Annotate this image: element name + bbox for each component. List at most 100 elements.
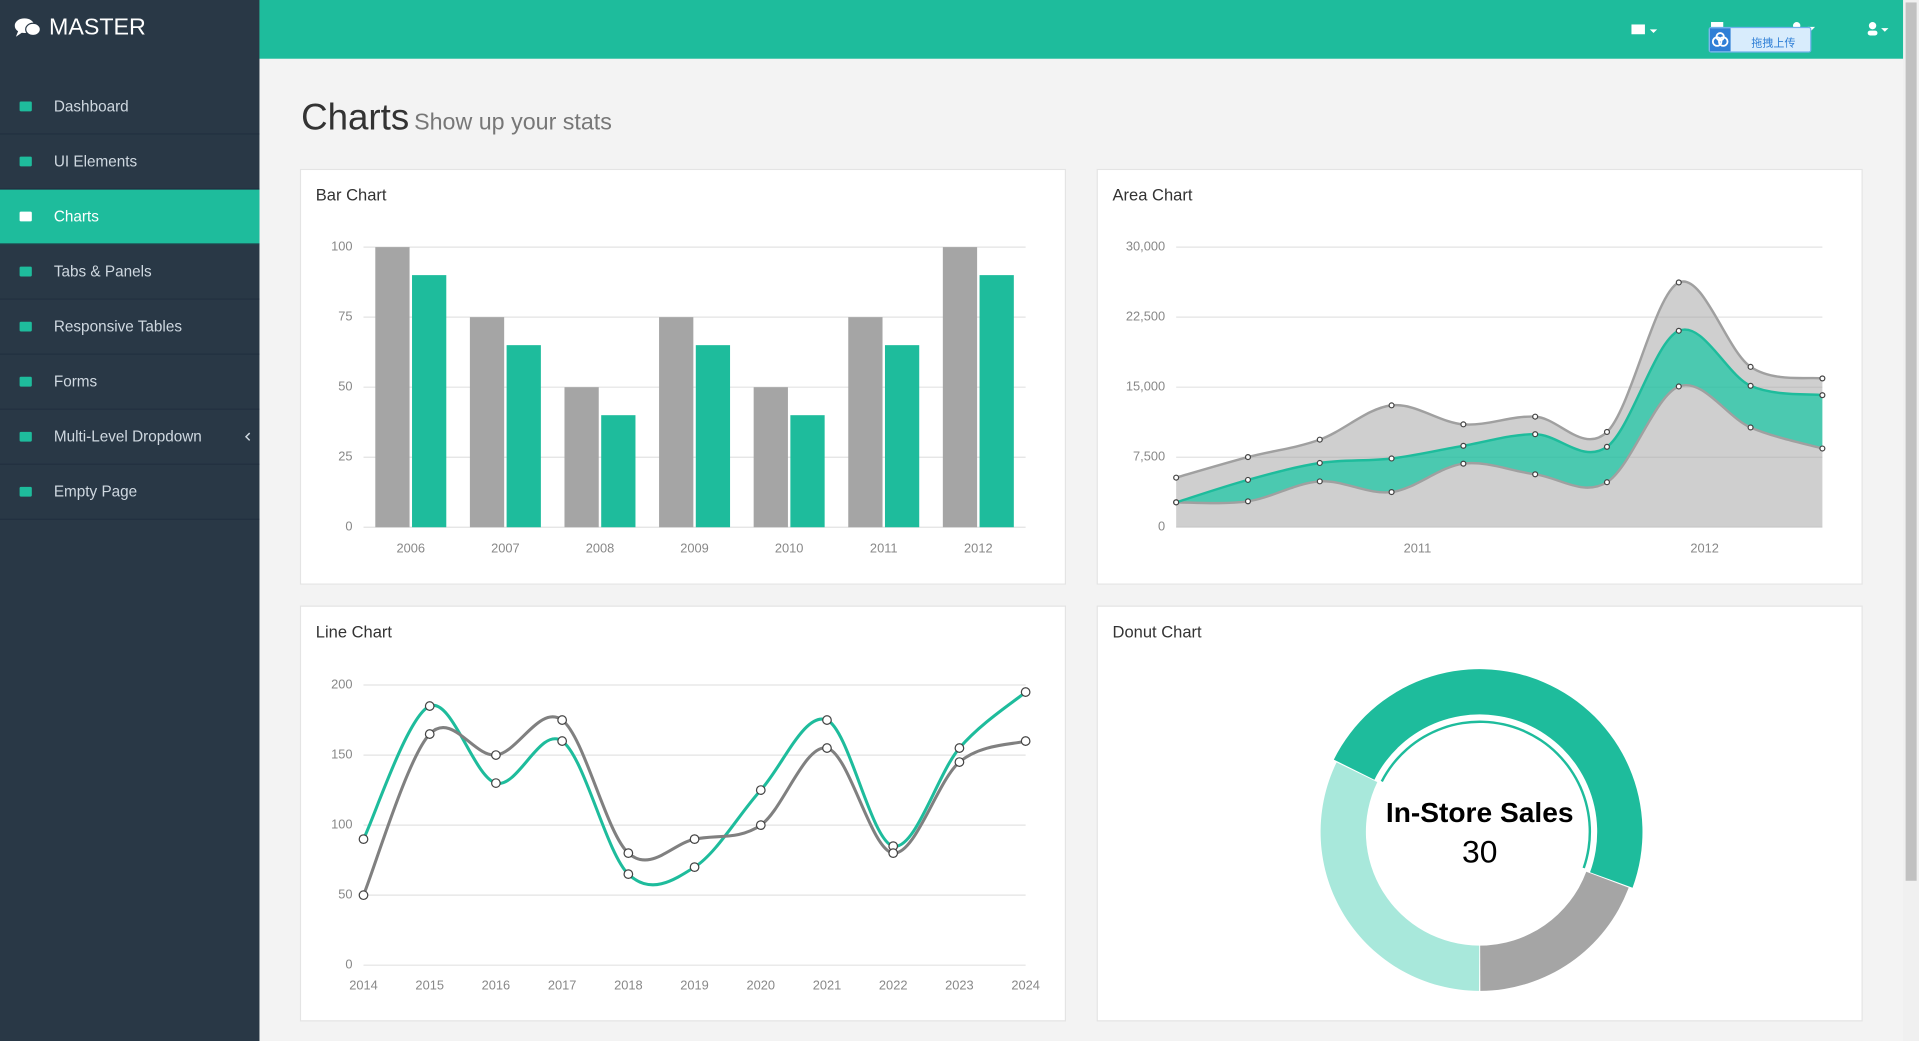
y-tick-label: 75	[338, 309, 352, 324]
menu-item[interactable]: Forms	[0, 355, 260, 410]
user-menu[interactable]	[1867, 22, 1889, 36]
brand[interactable]: MASTER	[14, 14, 146, 42]
data-point	[1244, 454, 1252, 461]
bar	[695, 345, 731, 528]
data-point	[1460, 460, 1467, 467]
y-tick-label: 150	[331, 746, 352, 761]
data-point	[689, 862, 700, 873]
panel-title: Donut Chart	[1112, 622, 1202, 642]
menu-icon	[19, 376, 32, 387]
icon-shape	[19, 431, 32, 442]
data-point	[623, 869, 634, 880]
donut-center-value: 30	[1462, 833, 1497, 869]
donut-segment	[1320, 762, 1480, 991]
donut-center-label: In-Store Sales	[1386, 797, 1574, 828]
bar	[564, 387, 599, 528]
data-point	[1747, 382, 1754, 389]
data-point	[1388, 489, 1395, 496]
scrollbar[interactable]	[1903, 0, 1919, 1041]
menu-item[interactable]: Dashboard	[0, 80, 260, 135]
x-tick-label: 2022	[879, 977, 908, 992]
x-tick-label: 2021	[813, 977, 842, 992]
bar	[979, 275, 1014, 528]
y-tick-label: 0	[345, 519, 352, 534]
data-point	[1747, 363, 1754, 370]
data-point	[1819, 375, 1826, 382]
x-tick-label: 2012	[1690, 541, 1719, 556]
menu-item[interactable]: Multi-Level Dropdown	[0, 410, 260, 465]
panel: In-Store Sales 30 Donut Chart	[1096, 605, 1863, 1022]
brand-text: MASTER	[48, 14, 146, 41]
y-tick-label: 50	[338, 379, 352, 394]
data-point	[822, 715, 832, 725]
y-tick-label: 0	[345, 957, 352, 972]
bar	[506, 345, 541, 528]
menu-item[interactable]: Responsive Tables	[0, 300, 260, 355]
icon-shape	[19, 486, 32, 497]
scroll-thumb[interactable]	[1905, 2, 1917, 881]
menu-icon	[19, 321, 32, 332]
y-tick-label: 0	[1158, 519, 1165, 534]
mail-menu[interactable]	[1631, 24, 1658, 35]
panel-title: Line Chart	[315, 622, 393, 642]
data-point	[822, 743, 832, 753]
menu-item[interactable]: Tabs & Panels	[0, 245, 260, 300]
menu-item[interactable]: Charts	[0, 189, 260, 245]
chart: In-Store Sales 30	[1320, 669, 1643, 991]
line	[362, 690, 1027, 887]
donut-segment	[1480, 871, 1629, 991]
page-subtitle: Show up your stats	[414, 110, 612, 136]
icon-shape	[19, 321, 32, 332]
x-tick-label: 2009	[680, 541, 709, 556]
data-point	[1532, 431, 1539, 438]
data-point	[1020, 687, 1031, 697]
data-point	[1173, 499, 1180, 506]
data-point	[1173, 474, 1180, 481]
menu-icon	[19, 431, 32, 442]
donut-segment	[1333, 669, 1643, 888]
chart: 0 50 100 150 200 2014 2015 2016 2017 2018 2019 2020…	[331, 676, 1040, 992]
data-point	[491, 778, 501, 788]
icon-shape	[19, 101, 32, 112]
data-point	[424, 729, 435, 739]
x-tick-label: 2015	[415, 977, 444, 992]
panel-title: Bar Chart	[315, 185, 387, 205]
menu-label: Multi-Level Dropdown	[53, 428, 202, 446]
menu-label: Charts	[53, 207, 99, 226]
menu-label: Empty Page	[53, 483, 138, 501]
page-header: Charts Show up your stats	[301, 98, 612, 140]
data-point	[1532, 413, 1539, 420]
x-tick-label: 2017	[548, 977, 577, 992]
x-tick-label: 2014	[349, 977, 378, 992]
chart: 0 25 50 75 100 2006 2007 2008 2009 2010 2011 2012	[331, 238, 1026, 556]
bar	[790, 415, 825, 528]
x-tick-label: 2020	[746, 977, 775, 992]
data-point	[1675, 383, 1682, 390]
y-tick-label: 100	[331, 238, 352, 253]
x-tick-label: 2011	[1404, 541, 1432, 556]
data-point	[1819, 392, 1826, 399]
data-point	[557, 715, 568, 725]
y-tick-label: 22,500	[1126, 309, 1165, 324]
topbar	[259, 0, 1904, 59]
submenu-caret	[244, 432, 251, 441]
y-tick-label: 50	[338, 887, 352, 902]
menu-icon	[19, 101, 32, 112]
topbar-icons	[1631, 22, 1889, 36]
data-point	[424, 701, 435, 711]
sidebar: MASTER Dashboard UI Elements Charts Tabs & …	[0, 0, 260, 1041]
x-tick-label: 2024	[1011, 977, 1040, 992]
panel: 0 7,500 15,000 22,500 30,000 2011 2012 Area Cha…	[1096, 168, 1863, 585]
menu-item[interactable]: Empty Page	[0, 465, 260, 520]
upload-button[interactable]: 拖拽上传	[1708, 26, 1812, 53]
menu-item[interactable]: UI Elements	[0, 135, 260, 190]
upload-icon	[1709, 28, 1731, 52]
menu-label: Tabs & Panels	[53, 263, 152, 281]
bar	[412, 275, 447, 528]
data-point	[1020, 736, 1031, 746]
x-tick-label: 2012	[964, 541, 993, 556]
data-point	[1603, 443, 1611, 450]
menu-icon	[19, 211, 32, 222]
data-point	[1675, 327, 1682, 334]
